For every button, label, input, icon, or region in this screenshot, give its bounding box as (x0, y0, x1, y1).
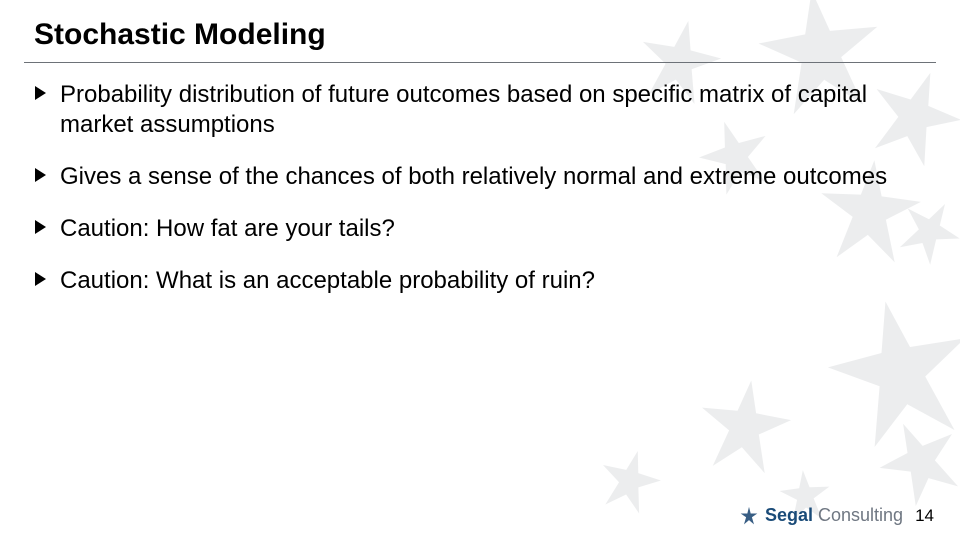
page-title: Stochastic Modeling (34, 18, 326, 52)
chevron-right-icon (34, 167, 48, 183)
bullet-item: Probability distribution of future outco… (34, 80, 926, 140)
bullet-item: Caution: What is an acceptable probabili… (34, 266, 926, 296)
page-number: 14 (915, 506, 934, 526)
slide: Stochastic Modeling Probability distribu… (0, 0, 960, 540)
bullet-item: Caution: How fat are your tails? (34, 214, 926, 244)
decorative-star-icon (600, 450, 660, 510)
bullet-text: Gives a sense of the chances of both rel… (56, 162, 887, 192)
chevron-right-icon (34, 271, 48, 287)
bullet-text: Caution: How fat are your tails? (56, 214, 395, 244)
bullet-item: Gives a sense of the chances of both rel… (34, 162, 926, 192)
chevron-right-icon (34, 85, 48, 101)
decorative-star-icon (880, 420, 960, 500)
bullet-text: Probability distribution of future outco… (56, 80, 926, 140)
brand-name-1: Segal (765, 505, 813, 525)
bullet-text: Caution: What is an acceptable probabili… (56, 266, 595, 296)
title-rule (24, 62, 936, 63)
decorative-star-icon (700, 380, 790, 470)
brand-logo: Segal Consulting (739, 505, 903, 526)
footer: Segal Consulting 14 (739, 505, 934, 526)
bullet-list: Probability distribution of future outco… (34, 80, 926, 318)
chevron-right-icon (34, 219, 48, 235)
brand-star-icon (739, 506, 759, 526)
brand-name-2: Consulting (818, 505, 903, 525)
